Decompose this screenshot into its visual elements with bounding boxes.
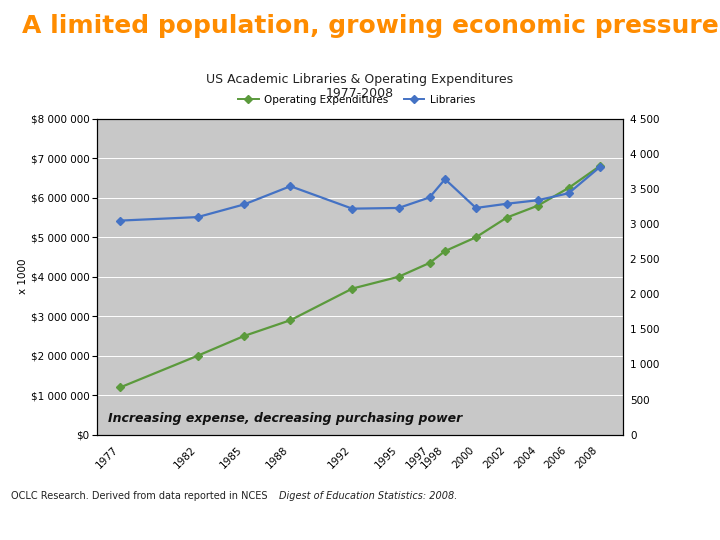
Text: US Academic Libraries & Operating Expenditures: US Academic Libraries & Operating Expend… [207, 73, 513, 86]
Text: Digest of Education Statistics: 2008.: Digest of Education Statistics: 2008. [279, 491, 458, 501]
Legend: Operating Expenditures, Libraries: Operating Expenditures, Libraries [238, 95, 475, 105]
Text: 3: 3 [701, 515, 709, 528]
Text: 1977-2008: 1977-2008 [326, 87, 394, 100]
Text: Increasing expense, decreasing purchasing power: Increasing expense, decreasing purchasin… [108, 412, 462, 425]
Text: A limited population, growing economic pressure: A limited population, growing economic p… [22, 14, 719, 37]
Text: Metadata Support & Management 2011-06: Metadata Support & Management 2011-06 [11, 515, 280, 528]
Text: OCLC Research. Derived from data reported in NCES: OCLC Research. Derived from data reporte… [11, 491, 271, 501]
Y-axis label: x 1000: x 1000 [18, 259, 28, 294]
